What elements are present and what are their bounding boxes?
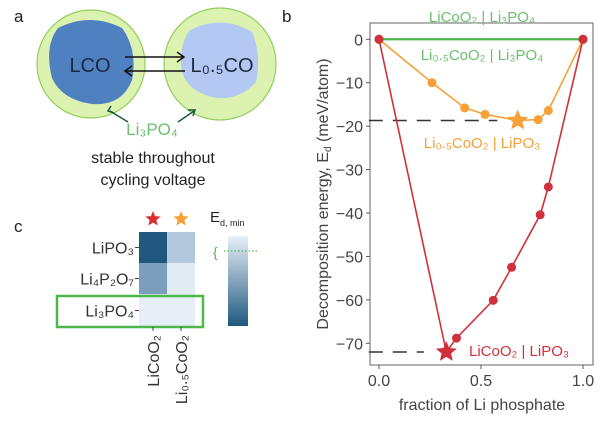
heatmap-cell	[167, 294, 195, 327]
data-point	[460, 103, 470, 113]
l05co-particle-core	[181, 22, 259, 99]
data-point	[427, 78, 437, 88]
heatmap-row-label: LiPO₃	[92, 241, 134, 258]
series-annotation: Li₀.₅CoO₂ | LiPO₃	[424, 135, 540, 152]
data-point	[543, 182, 553, 192]
x-tick-label: 0.0	[368, 373, 390, 390]
heatmap-row-label: Li₄P₂O₇	[80, 272, 134, 289]
y-tick-label: −60	[336, 293, 363, 310]
y-tick-label: −70	[336, 336, 363, 353]
data-point	[535, 210, 545, 220]
highlight-box	[55, 294, 205, 329]
panel-label-c: c	[14, 217, 23, 236]
y-tick-label: −20	[336, 119, 363, 136]
y-axis-label: Decomposition energy, Ed (meV/atom)	[315, 58, 334, 329]
heatmap-cell	[139, 263, 167, 294]
coating-label: Li₃PO₄	[126, 120, 178, 139]
heatmap-column-label: LiCoO₂	[146, 335, 163, 387]
heatmap-cell	[139, 294, 167, 327]
lco-label: LCO	[69, 55, 110, 77]
x-tick-label: 0.5	[470, 373, 492, 390]
data-point	[543, 106, 553, 116]
caption-line-2: cycling voltage	[101, 172, 206, 189]
lco-particle-core	[49, 20, 134, 105]
panel-b-chart: 0 −10 −20 −30 −40 −50 −60 −70 0.0 0.5 1.0 fraction …	[315, 9, 594, 414]
data-point	[374, 34, 384, 44]
heatmap-column-label: Li₀.₅CoO₂	[174, 335, 191, 404]
series-annotation: LiCoO₂ | Li₃PO₄	[429, 9, 535, 26]
x-tick-label: 1.0	[572, 373, 594, 390]
panel-c-heatmap: Ed, min { LiPO₃ Li₄P₂O₇ Li₃PO₄ LiCoO₂ Li₀.₅C…	[55, 209, 259, 404]
y-tick-label: 0	[354, 32, 363, 49]
data-point	[578, 34, 588, 44]
minimum-star-marker	[507, 109, 529, 130]
data-point	[488, 295, 498, 305]
minimum-star-marker	[435, 341, 457, 361]
reversible-arrows	[123, 51, 186, 77]
caption-line-1: stable throughout	[91, 150, 215, 167]
heatmap-cell	[167, 263, 195, 294]
column-star-icon	[145, 211, 161, 226]
panel-label-a: a	[14, 7, 24, 26]
series-annotation: Li₀.₅CoO₂ | Li₃PO₄	[421, 47, 544, 64]
series-line	[378, 39, 584, 354]
column-star-icon	[173, 211, 189, 226]
y-tick-label: −50	[336, 249, 363, 266]
heatmap-row-label: Li₃PO₄	[85, 304, 134, 321]
data-point	[533, 115, 543, 125]
heatmap-cell	[139, 232, 167, 263]
data-point	[452, 333, 462, 343]
plot-frame	[369, 22, 594, 366]
y-tick-label: −30	[336, 163, 363, 180]
data-point	[507, 262, 517, 272]
data-point	[480, 109, 490, 119]
coating-pointer-arrows	[106, 105, 197, 123]
panel-label-b: b	[282, 7, 291, 26]
colorbar	[228, 236, 248, 326]
colorbar-label: Ed, min	[210, 209, 245, 228]
x-axis-label: fraction of Li phosphate	[399, 397, 565, 414]
l05co-label: L₀.₅CO	[190, 55, 253, 77]
y-tick-label: −40	[336, 206, 363, 223]
series-annotation: LiCoO₂ | LiPO₃	[469, 343, 569, 360]
colorbar-brace: {	[213, 244, 218, 260]
heatmap-cell	[167, 232, 195, 263]
y-tick-label: −10	[336, 76, 363, 93]
panel-a-schematic: LCO L₀.₅CO Li₃PO₄ stable throughout cycl…	[36, 7, 277, 189]
